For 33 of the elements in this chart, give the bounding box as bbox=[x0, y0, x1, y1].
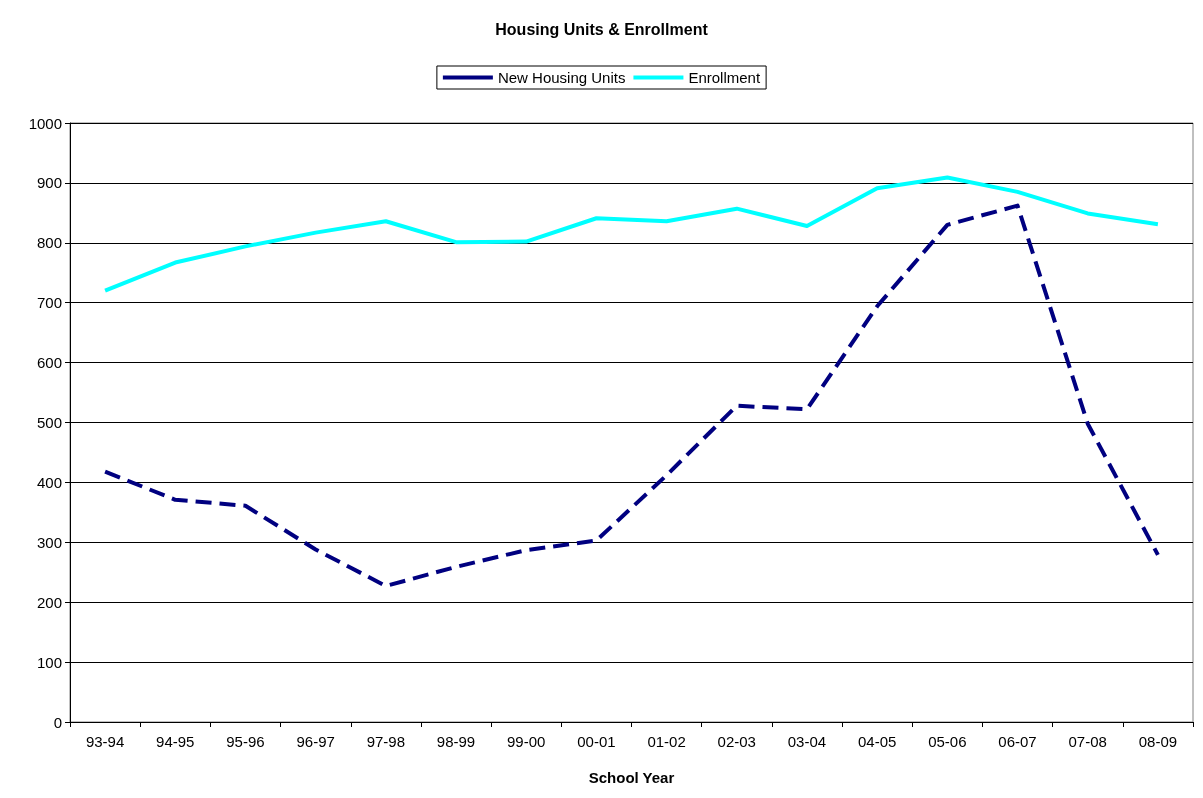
x-tick-label: 06-07 bbox=[998, 733, 1037, 750]
y-tick-label: 300 bbox=[36, 533, 62, 551]
x-tick-label: 05-06 bbox=[928, 733, 967, 750]
x-tick-label: 01-02 bbox=[647, 733, 686, 750]
y-tick-label: 100 bbox=[36, 653, 62, 671]
y-tick-label: 0 bbox=[53, 713, 62, 731]
line-series bbox=[103, 175, 1160, 293]
x-tick-label: 96-97 bbox=[296, 733, 335, 750]
y-tick-label: 1000 bbox=[28, 114, 62, 132]
y-tick-label: 500 bbox=[36, 414, 62, 431]
y-tick-label: 800 bbox=[36, 234, 62, 252]
x-tick-label: 07-08 bbox=[1068, 733, 1107, 750]
y-tick-label: 200 bbox=[36, 593, 62, 611]
x-tick-label: 95-96 bbox=[226, 733, 265, 750]
chart-title: Housing Units & Enrollment bbox=[495, 20, 709, 38]
x-tick-label: 04-05 bbox=[857, 733, 897, 750]
y-tick-label: 600 bbox=[36, 354, 62, 372]
x-tick-label: 93-94 bbox=[85, 733, 125, 750]
x-tick-label: 97-98 bbox=[366, 733, 406, 750]
legend-label: Enrollment bbox=[688, 69, 761, 86]
x-axis-title: School Year bbox=[588, 769, 675, 786]
x-tick-label: 98-99 bbox=[436, 733, 476, 750]
x-tick-label: 99-00 bbox=[507, 733, 546, 750]
y-tick-label: 400 bbox=[36, 473, 62, 491]
legend-label: New Housing Units bbox=[497, 69, 626, 86]
x-tick-label: 00-01 bbox=[577, 733, 616, 750]
x-tick-label: 02-03 bbox=[717, 733, 756, 750]
y-tick-label: 700 bbox=[36, 294, 62, 312]
x-tick-label: 94-95 bbox=[156, 733, 195, 750]
x-tick-label: 08-09 bbox=[1138, 733, 1178, 750]
y-tick-label: 900 bbox=[36, 174, 62, 192]
x-tick-label: 03-04 bbox=[787, 733, 827, 750]
line-series bbox=[103, 203, 1160, 589]
